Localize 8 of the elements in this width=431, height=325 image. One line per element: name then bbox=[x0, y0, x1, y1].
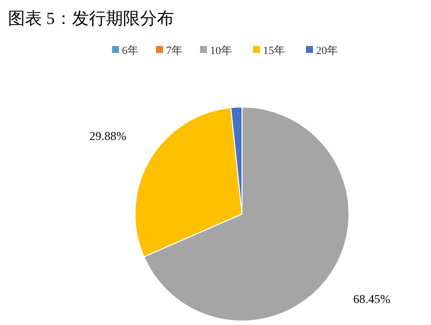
legend-label: 6年 bbox=[122, 45, 138, 57]
legend-label: 7年 bbox=[166, 45, 182, 57]
legend-label: 15年 bbox=[263, 45, 285, 57]
data-label: 68.45% bbox=[353, 292, 390, 306]
legend-label: 10年 bbox=[210, 45, 232, 57]
data-label: 29.88% bbox=[89, 128, 126, 143]
chart-title: 图表 5：发行期限分布 bbox=[8, 9, 174, 28]
legend-label: 20年 bbox=[316, 45, 338, 57]
